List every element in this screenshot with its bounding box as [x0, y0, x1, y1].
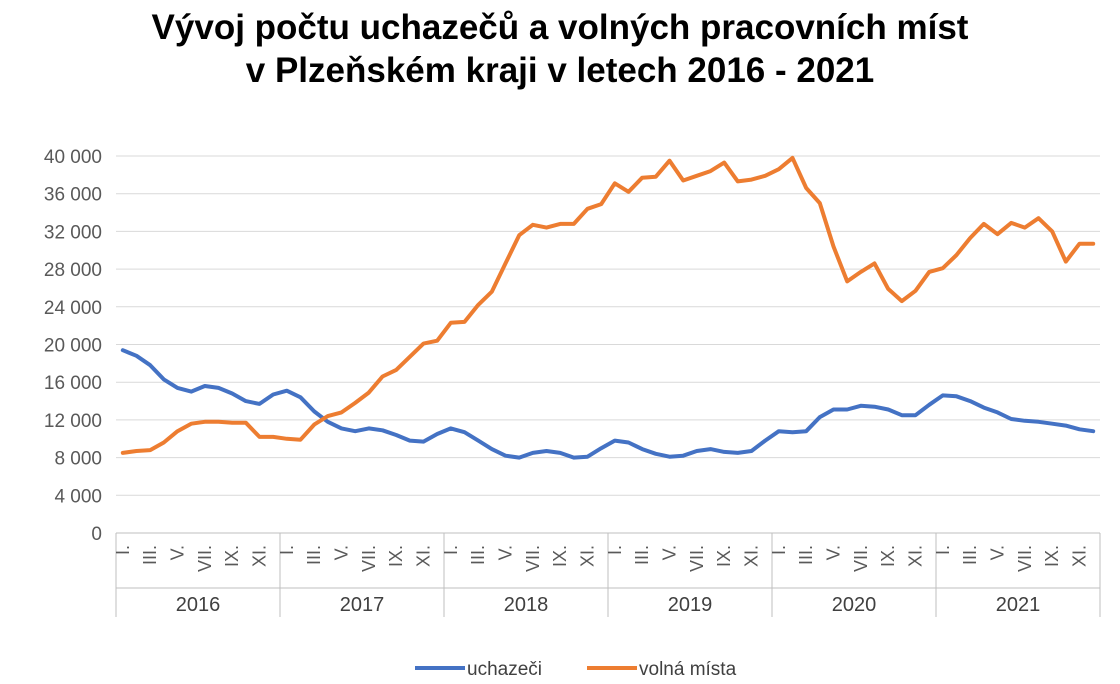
- month-label: VII.: [1015, 545, 1035, 572]
- month-label: III.: [468, 545, 488, 565]
- y-tick-label: 20 000: [44, 336, 102, 357]
- year-label: 2021: [996, 594, 1041, 616]
- month-label: IX.: [878, 545, 898, 567]
- legend-label: volná místa: [639, 659, 737, 680]
- month-label: IX.: [1042, 545, 1062, 567]
- month-label: I.: [769, 545, 789, 555]
- month-label: XI.: [578, 545, 598, 567]
- month-label: VII.: [851, 545, 871, 572]
- month-label: XI.: [906, 545, 926, 567]
- month-label: III.: [304, 545, 324, 565]
- year-label: 2020: [832, 594, 877, 616]
- y-tick-label: 28 000: [44, 260, 102, 281]
- month-label: IX.: [714, 545, 734, 567]
- month-label: III.: [796, 545, 816, 565]
- month-label: IX.: [222, 545, 242, 567]
- month-label: XI.: [250, 545, 270, 567]
- y-tick-label: 24 000: [44, 298, 102, 319]
- month-label: I.: [441, 545, 461, 555]
- series-line-uchazeci: [120, 348, 1096, 460]
- year-label: 2016: [176, 594, 221, 616]
- month-label: V.: [332, 545, 352, 560]
- y-tick-label: 32 000: [44, 222, 102, 243]
- y-tick-label: 36 000: [44, 185, 102, 206]
- month-label: I.: [277, 545, 297, 555]
- month-label: XI.: [1070, 545, 1090, 567]
- year-label: 2017: [340, 594, 385, 616]
- month-label: V.: [168, 545, 188, 560]
- month-label: III.: [140, 545, 160, 565]
- y-tick-label: 12 000: [44, 411, 102, 432]
- month-label: IX.: [386, 545, 406, 567]
- year-label: 2018: [504, 594, 549, 616]
- y-tick-label: 4 000: [54, 486, 102, 507]
- month-label: III.: [960, 545, 980, 565]
- month-label: I.: [605, 545, 625, 555]
- month-label: V.: [988, 545, 1008, 560]
- month-label: IX.: [550, 545, 570, 567]
- month-label: V.: [660, 545, 680, 560]
- month-label: I.: [113, 545, 133, 555]
- legend-label: uchazeči: [467, 659, 542, 680]
- year-label: 2019: [668, 594, 713, 616]
- y-tick-label: 40 000: [44, 147, 102, 168]
- month-label: VII.: [687, 545, 707, 572]
- chart-title-line-2: v Plzeňském kraji v letech 2016 - 2021: [245, 51, 875, 90]
- month-label: I.: [933, 545, 953, 555]
- month-label: VII.: [523, 545, 543, 572]
- y-tick-label: 8 000: [54, 449, 102, 470]
- month-label: VII.: [195, 545, 215, 572]
- month-label: VII.: [359, 545, 379, 572]
- chart-title-line-1: Vývoj počtu uchazečů a volných pracovníc…: [151, 8, 969, 47]
- month-label: XI.: [414, 545, 434, 567]
- y-tick-label: 16 000: [44, 373, 102, 394]
- series-line-volna-mista: [120, 155, 1096, 455]
- month-label: XI.: [742, 545, 762, 567]
- month-label: V.: [496, 545, 516, 560]
- month-label: V.: [824, 545, 844, 560]
- month-label: III.: [632, 545, 652, 565]
- y-tick-label: 0: [91, 524, 102, 545]
